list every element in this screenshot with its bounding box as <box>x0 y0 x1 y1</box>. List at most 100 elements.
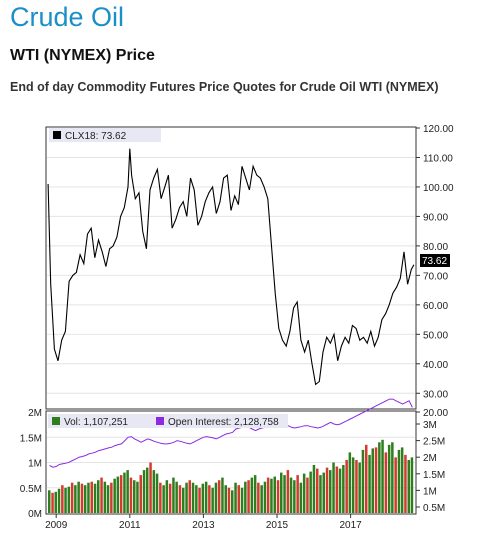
volume-right-tick-label: 3M <box>423 420 437 431</box>
volume-left-tick-label: 0M <box>28 509 42 520</box>
volume-bar <box>361 449 365 513</box>
volume-bar <box>293 480 296 513</box>
open-interest-line <box>49 398 413 468</box>
x-tick-label: 2009 <box>45 520 68 531</box>
x-tick-label: 2011 <box>119 520 141 531</box>
volume-bar <box>57 488 61 513</box>
volume-bar <box>211 487 214 514</box>
volume-bar <box>309 471 312 513</box>
price-tick-label: 70.00 <box>423 271 448 282</box>
volume-bar <box>103 481 107 513</box>
volume-legend-swatch <box>52 417 60 425</box>
volume-bar <box>332 462 335 513</box>
price-tick-label: 50.00 <box>423 330 448 341</box>
x-axis: 2009 2011 2013 2015 2017 <box>45 514 362 531</box>
volume-bar <box>316 468 319 513</box>
open-interest-legend-label: Open Interest: 2,128,758 <box>168 417 279 428</box>
volume-bar <box>208 485 211 513</box>
volume-bar <box>397 449 401 513</box>
volume-bar <box>276 480 280 513</box>
volume-bar <box>365 444 368 513</box>
open-interest-legend-swatch <box>156 417 164 425</box>
volume-bar <box>319 475 322 513</box>
volume-bar <box>155 473 159 513</box>
volume-bar <box>80 483 84 513</box>
volume-bar <box>182 487 185 514</box>
volume-bar <box>381 439 384 513</box>
volume-left-tick-label: 2M <box>28 408 42 419</box>
volume-bar <box>227 487 231 514</box>
volume-right-tick-label: 2.5M <box>423 437 445 448</box>
volume-bar <box>162 485 165 513</box>
volume-bar <box>110 482 113 513</box>
price-tick-label: 60.00 <box>423 301 448 312</box>
volume-bar <box>188 480 191 513</box>
volume-bar <box>345 460 348 513</box>
volume-bar <box>351 457 355 513</box>
volume-bar <box>231 490 234 513</box>
x-tick-label: 2013 <box>192 520 215 531</box>
volume-bar <box>97 480 100 513</box>
volume-bar <box>302 473 306 513</box>
volume-bar <box>67 486 71 513</box>
volume-bar <box>74 485 77 513</box>
volume-bar <box>263 481 267 513</box>
volume-bar <box>371 448 374 513</box>
volume-bar <box>335 466 339 513</box>
volume-bar <box>70 482 74 513</box>
volume-bar <box>87 482 90 513</box>
volume-bar <box>172 477 175 513</box>
last-value-label: 73.62 <box>422 256 447 267</box>
volume-right-tick-label: 1M <box>423 486 437 497</box>
volume-bar <box>136 481 139 513</box>
volume-right-tick-label: 1.5M <box>423 470 445 481</box>
volume-bar <box>266 477 270 513</box>
volume-bar <box>355 460 358 513</box>
volume-bar <box>286 470 290 513</box>
volume-bar <box>61 485 64 513</box>
volume-bar <box>113 478 116 513</box>
volume-bar <box>178 485 182 513</box>
price-legend: CLX18: 73.62 <box>49 128 161 142</box>
price-legend-background <box>49 128 161 142</box>
volume-bar <box>201 483 205 513</box>
volume-bar <box>185 482 188 513</box>
volume-bar <box>378 442 381 513</box>
last-value-box <box>420 254 450 267</box>
x-tick-label: 2015 <box>266 520 289 531</box>
volume-bar <box>168 483 172 513</box>
volume-bar <box>90 481 93 513</box>
volume-left-tick-label: 1.5M <box>20 433 42 444</box>
price-tick-label: 100.00 <box>423 183 454 194</box>
volume-bar <box>260 485 263 513</box>
volume-bar <box>358 462 361 513</box>
price-tick-label: 80.00 <box>423 242 448 253</box>
volume-bar <box>410 457 414 513</box>
page-description: End of day Commodity Futures Price Quote… <box>10 80 439 94</box>
volume-bar <box>342 465 345 513</box>
volume-right-tick-label: 20.00 <box>423 408 448 419</box>
volume-bar <box>77 481 80 513</box>
volume-bar <box>348 452 352 513</box>
volume-bar <box>221 477 224 513</box>
volume-bar <box>407 460 410 513</box>
volume-legend-background <box>48 414 288 428</box>
volume-bar <box>195 485 198 513</box>
volume-bar <box>100 477 103 513</box>
volume-bar <box>106 485 110 513</box>
volume-bar <box>237 485 240 513</box>
volume-left-tick-label: 1M <box>28 459 42 470</box>
volume-bar <box>283 475 286 513</box>
volume-bar <box>214 482 218 513</box>
volume-bar <box>400 447 404 513</box>
volume-bar <box>280 472 283 513</box>
commodity-subtitle: WTI (NYMEX) Price <box>10 47 155 64</box>
volume-legend: Vol: 1,107,251 Open Interest: 2,128,758 <box>48 414 288 428</box>
volume-bar <box>247 480 250 513</box>
price-legend-swatch <box>53 131 61 139</box>
volume-bar <box>204 481 208 513</box>
price-gridlines <box>47 156 415 394</box>
volume-bar <box>129 477 133 513</box>
